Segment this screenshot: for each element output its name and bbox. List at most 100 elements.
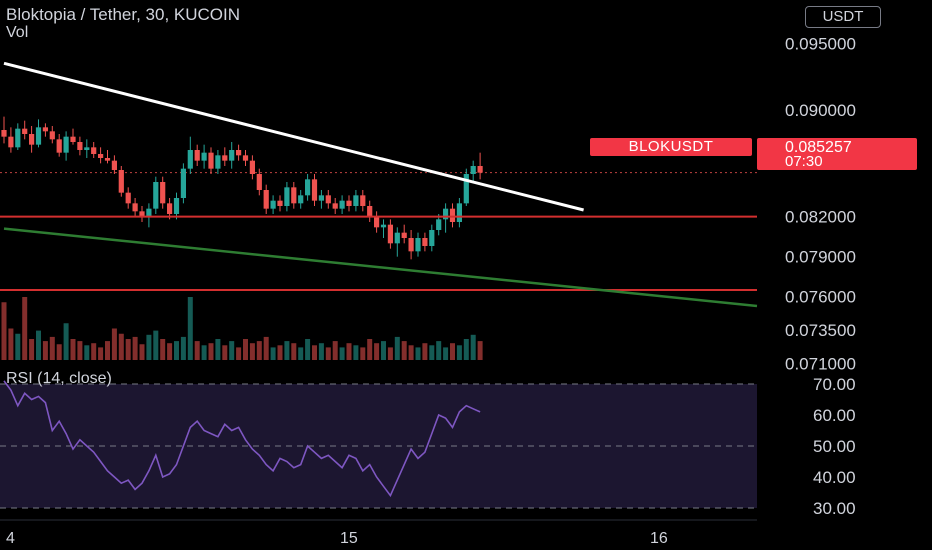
- volume-bar: [374, 343, 380, 360]
- price-tick-label: 0.079000: [785, 248, 856, 267]
- volume-bar: [305, 339, 311, 360]
- volume-bar: [49, 336, 55, 360]
- volume-bar: [332, 341, 338, 360]
- volume-bar: [215, 339, 221, 360]
- volume-bar: [194, 341, 200, 360]
- candle: [201, 152, 207, 161]
- volume-bar: [339, 347, 345, 360]
- descending-trendline: [3, 61, 584, 212]
- candle: [208, 152, 214, 169]
- candle: [380, 224, 387, 228]
- candle: [146, 208, 152, 217]
- candle: [242, 155, 249, 161]
- volume-bar: [256, 341, 262, 360]
- volume-bar: [201, 345, 207, 360]
- candle: [125, 192, 131, 204]
- price-tick-label: 0.073500: [785, 321, 856, 340]
- symbol-label: BLOKUSDT: [590, 138, 752, 156]
- volume-bar: [118, 333, 124, 360]
- time-tick-label: 16: [650, 530, 668, 547]
- volume-bar: [153, 330, 159, 360]
- volume-bar: [387, 347, 393, 360]
- candle: [35, 127, 42, 145]
- candle: [360, 195, 366, 206]
- volume-bar: [318, 343, 324, 360]
- candle: [132, 203, 138, 212]
- volume-bar: [222, 345, 228, 360]
- volume-bar: [401, 341, 407, 360]
- volume-bar: [243, 339, 248, 360]
- volume-bar: [463, 339, 469, 360]
- candle: [463, 174, 469, 204]
- candle: [346, 200, 352, 206]
- volume-bar: [249, 343, 255, 360]
- rsi-tick-label: 70.00: [813, 375, 856, 394]
- volume-bar: [381, 341, 386, 360]
- volume-bar: [180, 336, 186, 360]
- candle: [98, 154, 104, 158]
- candles: [1, 116, 483, 260]
- volume-bar: [146, 334, 152, 360]
- price-tick-label: 0.090000: [785, 101, 856, 120]
- volume-bar: [91, 343, 97, 360]
- rsi-tick-label: 30.00: [813, 499, 856, 518]
- candle: [256, 174, 262, 190]
- volume-bar: [167, 343, 173, 360]
- candle: [298, 195, 304, 204]
- candle: [263, 190, 269, 209]
- volume-bar: [105, 341, 110, 360]
- candle: [415, 238, 421, 252]
- volume-bar: [353, 345, 359, 360]
- candle: [91, 147, 97, 154]
- time-tick-label: 15: [340, 530, 358, 547]
- volume-bar: [236, 347, 242, 360]
- volume-bar: [284, 341, 290, 360]
- volume-bar: [98, 347, 104, 360]
- candle: [49, 131, 55, 140]
- candle: [173, 198, 180, 214]
- candle: [229, 150, 235, 161]
- volume-bar: [456, 345, 462, 360]
- price-tick-label: 0.095000: [785, 34, 856, 53]
- candle: [436, 219, 442, 230]
- candle: [160, 182, 166, 204]
- volume-bar: [429, 345, 435, 360]
- currency-button[interactable]: USDT: [805, 6, 881, 28]
- time-axis[interactable]: 4 15 16: [0, 519, 757, 547]
- candle: [305, 179, 311, 196]
- volume-bar: [77, 341, 83, 360]
- rsi-tick-label: 50.00: [813, 437, 856, 456]
- rsi-legend: RSI (14, close): [6, 370, 112, 387]
- volume-bar: [450, 343, 455, 360]
- candle: [401, 232, 407, 238]
- volume-bar: [394, 336, 400, 360]
- price-tick-label: 0.082000: [785, 208, 856, 227]
- candle: [42, 127, 48, 132]
- volume-bar: [160, 339, 166, 360]
- price-tick-label: 0.076000: [785, 288, 856, 307]
- candle: [387, 224, 393, 244]
- candle: [284, 187, 290, 206]
- candle: [8, 136, 14, 148]
- candle: [215, 155, 221, 169]
- volume-bar: [111, 328, 117, 360]
- volume-bar: [1, 302, 7, 360]
- volume-bar: [174, 341, 179, 360]
- candle: [291, 187, 297, 204]
- candle: [153, 182, 159, 209]
- chart-title: Bloktopia / Tether, 30, KUCOIN: [6, 5, 241, 24]
- volume-bar: [229, 341, 235, 360]
- price-axis[interactable]: 0.0950000.0900000.0860000.0820000.079000…: [785, 34, 856, 518]
- candle: [477, 166, 483, 173]
- volume-bar: [125, 339, 131, 360]
- volume-bar: [8, 328, 14, 360]
- candle: [15, 128, 21, 148]
- volume-bar: [22, 297, 28, 360]
- volume-bar: [298, 347, 304, 360]
- candle: [422, 238, 428, 246]
- candle: [249, 160, 255, 174]
- volume-bar: [325, 347, 331, 360]
- candle: [311, 179, 318, 201]
- volume-bar: [408, 345, 414, 360]
